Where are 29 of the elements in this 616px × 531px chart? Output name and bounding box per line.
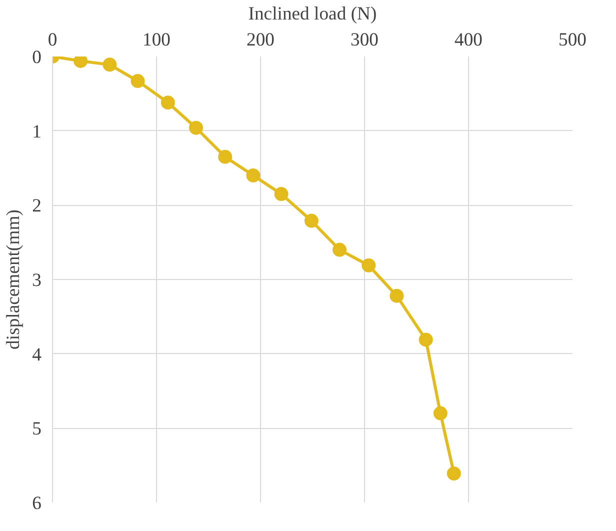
y-axis-title: displacement(mm) — [3, 210, 24, 350]
point — [390, 288, 404, 303]
point — [130, 74, 145, 88]
y-tick-label: 3 — [32, 270, 42, 291]
y-tick-label: 6 — [32, 493, 42, 514]
point — [362, 258, 376, 272]
point — [332, 242, 347, 257]
x-tick-label: 400 — [454, 30, 482, 50]
point — [189, 120, 204, 135]
y-tick-label: 4 — [32, 344, 42, 366]
point — [218, 150, 232, 164]
x-axis-title: Inclined load (N) — [248, 4, 377, 24]
y-tick-label: 0 — [32, 47, 42, 68]
x-tick-label: 0 — [48, 30, 58, 50]
x-tick-label: 200 — [246, 30, 274, 50]
x-tick-label: 500 — [558, 30, 586, 50]
x-tick-label: 100 — [142, 30, 170, 50]
point — [418, 332, 433, 347]
point — [433, 406, 448, 420]
point — [274, 187, 288, 202]
y-tick-label: 2 — [32, 196, 42, 217]
y-tick-label: 1 — [32, 121, 42, 142]
x-tick-label: 300 — [350, 30, 378, 50]
point — [102, 58, 117, 72]
point — [246, 168, 260, 182]
point — [446, 466, 461, 480]
point — [304, 214, 318, 228]
y-tick-label: 5 — [32, 418, 42, 440]
point — [160, 96, 175, 110]
